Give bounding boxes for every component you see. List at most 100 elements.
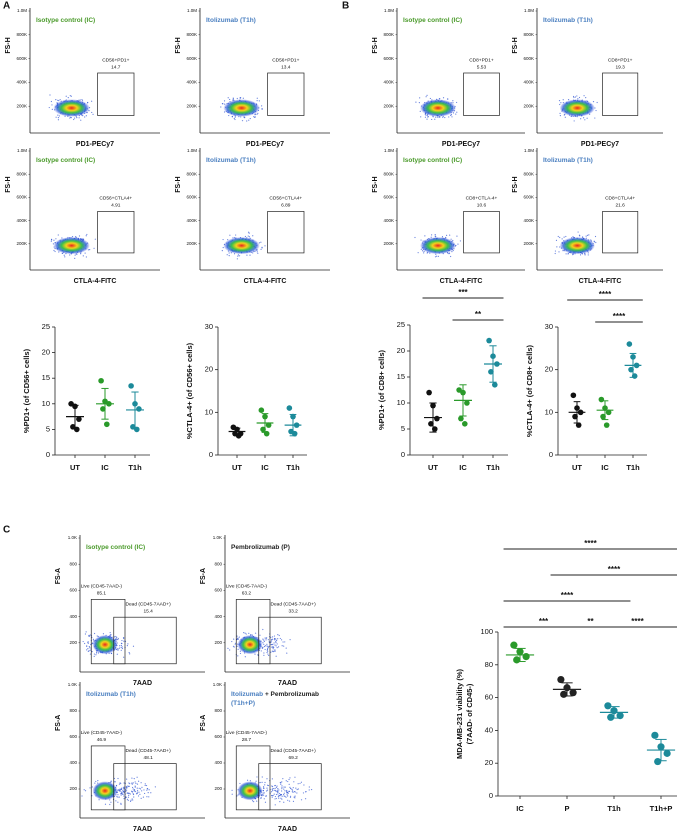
y-axis-label: FS-H: [372, 37, 379, 53]
event-dot: [244, 656, 246, 658]
event-dot: [263, 645, 266, 648]
event-dot: [297, 783, 299, 785]
event-dot: [131, 777, 133, 779]
data-point: [462, 421, 468, 427]
event-dot: [123, 795, 125, 797]
event-dot: [451, 251, 453, 253]
event-dot: [118, 783, 121, 785]
gate-label: CD56+CTLA4+: [269, 196, 302, 202]
y-tick-label: 10: [545, 407, 553, 416]
event-dot: [245, 633, 247, 635]
event-dot: [280, 783, 282, 785]
event-dot: [281, 790, 283, 792]
event-dot: [89, 653, 92, 655]
event-dot: [279, 637, 281, 640]
event-dot: [84, 790, 87, 792]
panel-label: C: [3, 525, 10, 536]
event-dot: [84, 252, 86, 254]
panel-label: B: [342, 1, 349, 12]
event-dot: [251, 800, 254, 802]
event-dot: [84, 642, 86, 645]
y-tick-label: 0: [46, 450, 50, 459]
event-dot: [48, 106, 50, 109]
data-point: [522, 653, 530, 661]
event-dot: [289, 787, 292, 790]
data-point: [426, 389, 432, 396]
x-axis-label: 7AAD: [278, 826, 297, 833]
event-dot: [249, 780, 251, 782]
gate: [97, 72, 135, 116]
event-dot: [142, 796, 145, 798]
event-dot: [87, 642, 89, 644]
y-tick-label: 600K: [383, 195, 394, 200]
event-dot: [229, 649, 231, 651]
x-axis-label: PD1-PECy7: [246, 141, 284, 148]
event-dot: [285, 647, 287, 649]
event-dot: [261, 246, 263, 249]
event-dot: [283, 645, 285, 647]
event-dot: [84, 633, 87, 635]
event-dot: [239, 650, 241, 652]
data-point: [603, 422, 610, 428]
event-dot: [260, 797, 262, 800]
event-dot: [232, 645, 235, 647]
x-axis-label: CTLA-4-FITC: [579, 278, 622, 285]
event-dot: [125, 785, 127, 788]
event-dot: [285, 780, 287, 782]
density-core: [420, 237, 456, 255]
x-axis-label: PD1-PECy7: [76, 141, 114, 148]
event-dot: [238, 636, 240, 638]
event-dot: [263, 640, 265, 643]
event-dot: [126, 792, 128, 794]
x-axis-label: CTLA-4-FITC: [244, 278, 287, 285]
event-dot: [271, 644, 273, 646]
gate: [235, 745, 271, 811]
event-dot: [126, 778, 128, 780]
significance-label: ****: [613, 312, 626, 321]
y-tick-label: 0: [209, 450, 213, 459]
event-dot: [281, 795, 283, 797]
event-dot: [284, 786, 286, 788]
event-dot: [128, 785, 130, 787]
significance-label: ****: [608, 565, 621, 574]
event-dot: [98, 799, 100, 801]
event-dot: [234, 118, 236, 121]
event-dot: [244, 235, 247, 238]
event-dot: [588, 234, 590, 236]
density-core: [559, 99, 595, 117]
event-dot: [581, 236, 584, 238]
event-dot: [293, 796, 295, 798]
event-dot: [272, 645, 274, 648]
event-dot: [426, 118, 428, 120]
event-dot: [121, 791, 123, 793]
event-dot: [59, 98, 61, 101]
event-dot: [110, 652, 112, 655]
y-tick-label: 400: [69, 614, 77, 619]
event-dot: [254, 632, 257, 634]
event-dot: [425, 96, 427, 98]
event-dot: [119, 782, 121, 784]
event-dot: [109, 632, 111, 634]
data-point: [100, 406, 106, 412]
y-tick-label: 60: [485, 693, 493, 702]
y-axis-label: FS-H: [5, 37, 12, 53]
event-dot: [274, 804, 276, 806]
y-tick-label: 600K: [16, 195, 27, 200]
event-dot: [283, 786, 285, 788]
event-dot: [273, 642, 275, 644]
x-tick-label: UT: [428, 463, 438, 472]
event-dot: [291, 788, 293, 790]
density-core: [237, 635, 263, 655]
event-dot: [91, 786, 93, 788]
event-dot: [279, 794, 281, 796]
event-dot: [248, 232, 250, 234]
event-dot: [286, 652, 288, 654]
event-dot: [92, 113, 94, 115]
event-dot: [272, 643, 274, 645]
y-tick-label: 40: [485, 725, 493, 734]
event-dot: [53, 249, 55, 252]
event-dot: [567, 99, 570, 101]
event-dot: [88, 635, 91, 637]
title-part: + Pembrolizumab: [263, 691, 319, 698]
